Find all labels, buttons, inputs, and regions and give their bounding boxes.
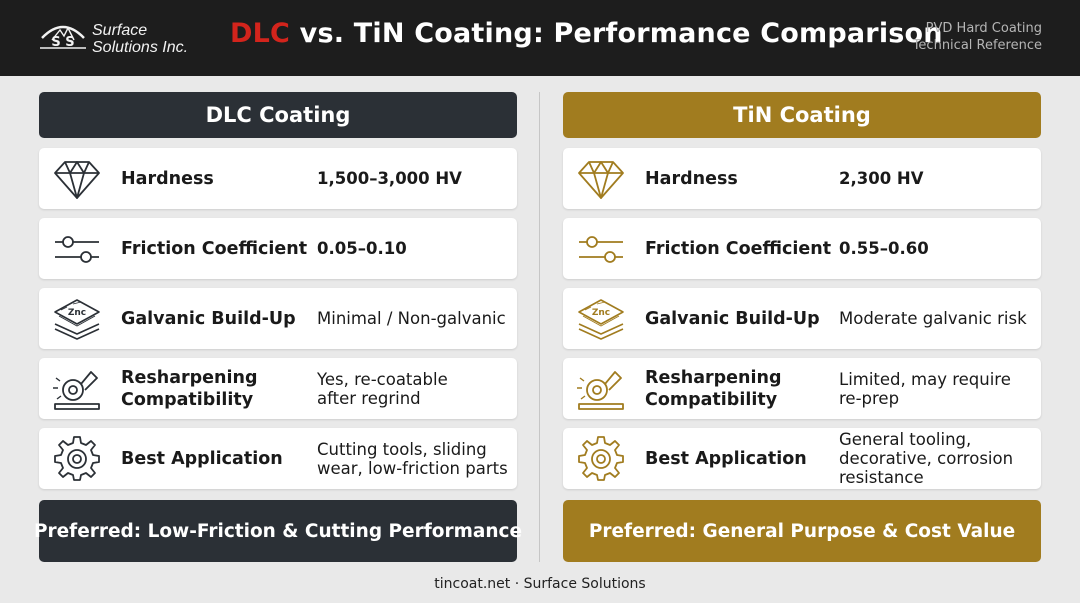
dlc-row-friction: Friction Coefficient 0.05–0.10: [39, 218, 517, 279]
gear-icon: [578, 436, 624, 481]
tin-resharpening-label: Resharpening Compatibility: [645, 367, 782, 410]
tin-friction-label: Friction Coefficient: [645, 238, 832, 259]
dlc-heading: DLC Coating: [39, 92, 517, 138]
tin-application-label: Best Application: [645, 448, 807, 469]
page-footer: tincoat.net · Surface Solutions: [434, 576, 646, 592]
technical-reference: PVD Hard Coating Technical Reference: [913, 20, 1042, 54]
dlc-hardness-label: Hardness: [121, 168, 214, 189]
tin-row-friction: Friction Coefficient 0.55–0.60: [563, 218, 1041, 279]
dlc-application-value: Cutting tools, sliding wear, low-frictio…: [317, 439, 508, 478]
sliders-icon: [579, 236, 623, 263]
brand-name-line1: Surface: [92, 22, 148, 39]
tin-heading: TiN Coating: [563, 92, 1041, 138]
diamond-icon: [54, 161, 100, 199]
reference-line1: PVD Hard Coating: [925, 21, 1042, 36]
header-bar: S S Surface Solutions Inc. DLC vs. TiN C…: [0, 0, 1080, 76]
dlc-zinc-icon-text: Znc: [68, 308, 86, 318]
gear-icon: [54, 436, 100, 481]
tin-column: TiN Coating Hardness 2,300 HV Friction C…: [563, 92, 1041, 562]
dlc-resharpening-value: Yes, re-coatable after regrind: [317, 369, 448, 408]
dlc-galvanic-label: Galvanic Build-Up: [121, 308, 296, 329]
dlc-row-galvanic: Znc Galvanic Build-Up Minimal / Non-galv…: [39, 288, 517, 349]
diamond-icon: [578, 161, 624, 199]
brand-name-line2: Solutions Inc.: [92, 39, 189, 56]
tin-application-value: General tooling, decorative, corrosion r…: [839, 430, 1014, 487]
dlc-friction-label: Friction Coefficient: [121, 238, 308, 259]
brand-name: Surface Solutions Inc.: [92, 22, 188, 56]
grinder-icon: [53, 371, 100, 410]
tin-hardness-label: Hardness: [645, 168, 738, 189]
tin-row-resharpening: Resharpening Compatibility Limited, may …: [563, 358, 1041, 419]
zinc-layers-icon: Znc: [578, 299, 624, 340]
dlc-hardness-value: 1,500–3,000 HV: [317, 169, 462, 188]
tin-resharpening-value: Limited, may require re-prep: [839, 369, 1011, 408]
tin-row-application: Best Application General tooling, decora…: [563, 428, 1041, 489]
tin-friction-value: 0.55–0.60: [839, 239, 929, 258]
brand-mark-icon: S S: [40, 25, 86, 50]
grinder-icon: [577, 371, 624, 410]
dlc-application-label: Best Application: [121, 448, 283, 469]
dlc-resharpening-label: Resharpening Compatibility: [121, 367, 258, 410]
tin-galvanic-value: Moderate galvanic risk: [839, 309, 1027, 328]
dlc-preferred-banner: Preferred: Low-Friction & Cutting Perfor…: [34, 500, 522, 562]
tin-preferred-banner: Preferred: General Purpose & Cost Value: [563, 500, 1041, 562]
dlc-row-application: Best Application Cutting tools, sliding …: [39, 428, 517, 489]
dlc-column: DLC Coating Hardness 1,500–3,000 HV Fric…: [34, 92, 522, 562]
title-accent: DLC: [230, 18, 291, 49]
brand-mark-letters: S S: [51, 35, 74, 50]
dlc-friction-value: 0.05–0.10: [317, 239, 407, 258]
dlc-galvanic-value: Minimal / Non-galvanic: [317, 309, 506, 328]
tin-row-hardness: Hardness 2,300 HV: [563, 148, 1041, 209]
sliders-icon: [55, 236, 99, 263]
column-divider: [539, 92, 540, 562]
reference-line2: Technical Reference: [912, 38, 1042, 53]
tin-hardness-value: 2,300 HV: [839, 169, 924, 188]
zinc-layers-icon: Znc: [54, 299, 100, 340]
tin-zinc-icon-text: Znc: [592, 308, 610, 318]
tin-galvanic-label: Galvanic Build-Up: [645, 308, 820, 329]
title-rest: vs. TiN Coating: Performance Comparison: [290, 18, 943, 49]
dlc-row-hardness: Hardness 1,500–3,000 HV: [39, 148, 517, 209]
brand-logo: S S Surface Solutions Inc.: [38, 18, 198, 60]
dlc-row-resharpening: Resharpening Compatibility Yes, re-coata…: [39, 358, 517, 419]
tin-row-galvanic: Znc Galvanic Build-Up Moderate galvanic …: [563, 288, 1041, 349]
page-title: DLC vs. TiN Coating: Performance Compari…: [230, 18, 943, 49]
